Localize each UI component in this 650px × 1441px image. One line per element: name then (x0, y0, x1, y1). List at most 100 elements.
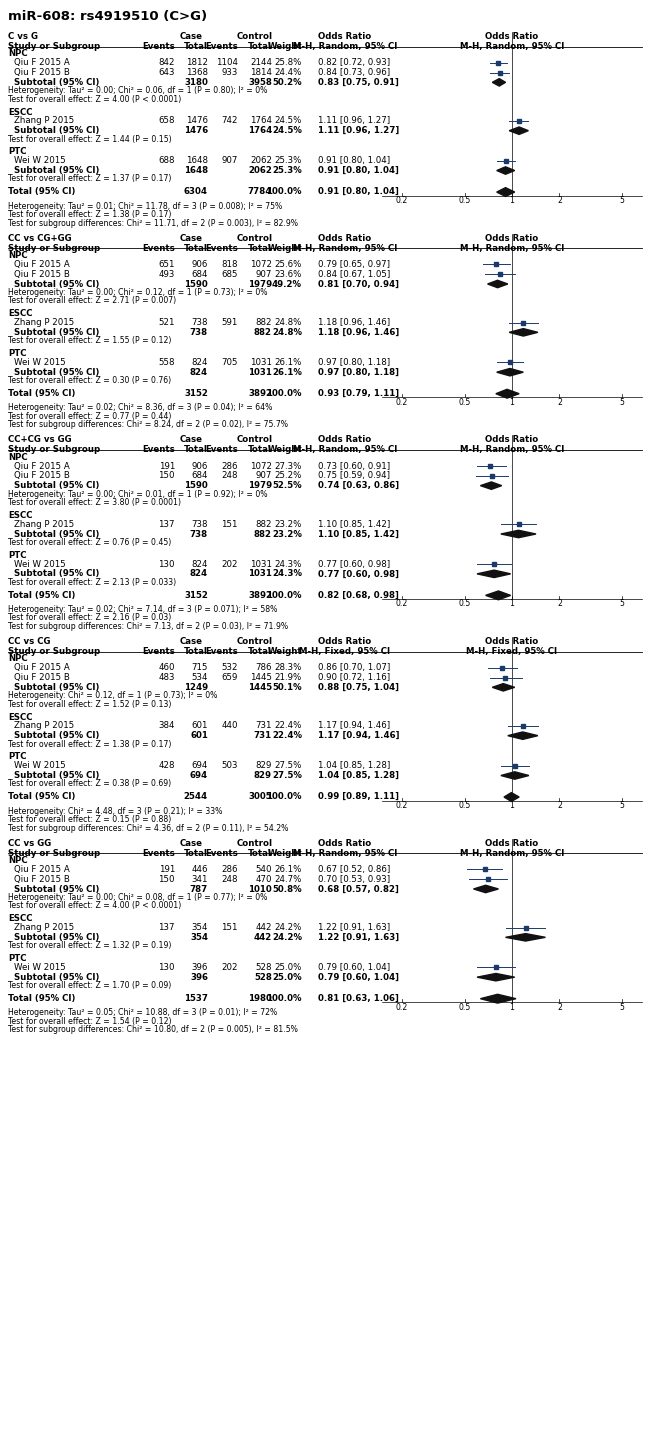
Text: Events: Events (142, 244, 175, 252)
Text: 0.83 [0.75, 0.91]: 0.83 [0.75, 0.91] (318, 78, 399, 86)
Text: 738: 738 (192, 520, 208, 529)
Text: Study or Subgroup: Study or Subgroup (8, 849, 100, 857)
Text: 1: 1 (510, 398, 515, 406)
Polygon shape (496, 389, 519, 398)
Text: 100.0%: 100.0% (266, 389, 302, 398)
Polygon shape (508, 732, 538, 739)
Text: Odds Ratio: Odds Ratio (486, 32, 539, 40)
Text: 1979: 1979 (248, 481, 272, 490)
Text: 1010: 1010 (248, 885, 272, 893)
Text: 532: 532 (222, 663, 238, 673)
Text: 396: 396 (190, 973, 208, 981)
Text: Events: Events (205, 445, 238, 454)
Text: Test for overall effect: Z = 1.70 (P = 0.09): Test for overall effect: Z = 1.70 (P = 0… (8, 981, 171, 990)
Text: 25.6%: 25.6% (274, 259, 302, 269)
Polygon shape (504, 793, 519, 801)
Polygon shape (509, 127, 528, 134)
Text: 27.3%: 27.3% (274, 461, 302, 471)
Text: Total: Total (248, 42, 272, 50)
Text: 742: 742 (222, 117, 238, 125)
Polygon shape (492, 79, 506, 86)
Text: Odds Ratio: Odds Ratio (486, 435, 539, 444)
Text: 0.70 [0.53, 0.93]: 0.70 [0.53, 0.93] (318, 875, 390, 883)
Text: Qiu F 2015 B: Qiu F 2015 B (14, 673, 70, 682)
Text: 25.3%: 25.3% (274, 156, 302, 166)
Text: 24.7%: 24.7% (274, 875, 302, 883)
Text: Total: Total (248, 244, 272, 252)
Text: Weight: Weight (267, 849, 302, 857)
Text: 2: 2 (557, 599, 562, 608)
Text: 24.5%: 24.5% (274, 117, 302, 125)
Text: 0.88 [0.75, 1.04]: 0.88 [0.75, 1.04] (318, 683, 399, 692)
Text: 2544: 2544 (184, 793, 208, 801)
Text: 933: 933 (222, 68, 238, 78)
Text: 5: 5 (619, 196, 625, 205)
Text: 5: 5 (619, 398, 625, 406)
Text: 21.9%: 21.9% (275, 673, 302, 682)
Text: 1764: 1764 (250, 117, 272, 125)
Text: Test for overall effect: Z = 2.13 (P = 0.033): Test for overall effect: Z = 2.13 (P = 0… (8, 578, 176, 586)
Text: 1445: 1445 (248, 683, 272, 692)
Text: 601: 601 (192, 722, 208, 731)
Text: Test for overall effect: Z = 3.80 (P = 0.0001): Test for overall effect: Z = 3.80 (P = 0… (8, 499, 181, 507)
Text: 1031: 1031 (248, 367, 272, 376)
Text: Total: Total (248, 445, 272, 454)
Polygon shape (480, 994, 516, 1003)
Text: 685: 685 (222, 269, 238, 278)
Text: 1590: 1590 (184, 280, 208, 288)
Text: Qiu F 2015 A: Qiu F 2015 A (14, 58, 70, 68)
Text: Heterogeneity: Tau² = 0.01; Chi² = 11.78, df = 3 (P = 0.008); I² = 75%: Heterogeneity: Tau² = 0.01; Chi² = 11.78… (8, 202, 282, 210)
Text: NPC: NPC (8, 452, 27, 461)
Text: 731: 731 (254, 731, 272, 741)
Text: Test for subgroup differences: Chi² = 10.80, df = 2 (P = 0.005), I² = 81.5%: Test for subgroup differences: Chi² = 10… (8, 1025, 298, 1035)
Text: 2: 2 (557, 801, 562, 810)
Text: 1476: 1476 (184, 127, 208, 135)
Text: 715: 715 (192, 663, 208, 673)
Text: Test for overall effect: Z = 1.52 (P = 0.13): Test for overall effect: Z = 1.52 (P = 0… (8, 700, 172, 709)
Text: 0.5: 0.5 (458, 599, 471, 608)
Text: M-H, Fixed, 95% CI: M-H, Fixed, 95% CI (467, 647, 558, 656)
Text: 24.4%: 24.4% (274, 68, 302, 78)
Text: Study or Subgroup: Study or Subgroup (8, 647, 100, 656)
Text: Odds Ratio: Odds Ratio (318, 32, 372, 40)
Text: Case: Case (180, 435, 203, 444)
Text: Qiu F 2015 B: Qiu F 2015 B (14, 68, 70, 78)
Text: 0.2: 0.2 (396, 599, 408, 608)
Text: 1812: 1812 (186, 58, 208, 68)
Text: 1.22 [0.91, 1.63]: 1.22 [0.91, 1.63] (318, 924, 390, 932)
Text: 100.0%: 100.0% (266, 994, 302, 1003)
Text: 2: 2 (557, 398, 562, 406)
Text: Qiu F 2015 B: Qiu F 2015 B (14, 471, 70, 480)
Text: 738: 738 (190, 530, 208, 539)
Text: 3892: 3892 (248, 591, 272, 599)
Text: 0.86 [0.70, 1.07]: 0.86 [0.70, 1.07] (318, 663, 390, 673)
Text: 818: 818 (222, 259, 238, 269)
Text: Total: Total (184, 647, 208, 656)
Text: 688: 688 (159, 156, 175, 166)
Text: 882: 882 (255, 318, 272, 327)
Text: Heterogeneity: Tau² = 0.00; Chi² = 0.12, df = 1 (P = 0.73); I² = 0%: Heterogeneity: Tau² = 0.00; Chi² = 0.12,… (8, 288, 268, 297)
Text: 5: 5 (619, 599, 625, 608)
Text: 0.79 [0.60, 1.04]: 0.79 [0.60, 1.04] (318, 973, 399, 981)
Text: 442: 442 (254, 932, 272, 942)
Text: 23.2%: 23.2% (274, 520, 302, 529)
Text: Total: Total (184, 849, 208, 857)
Text: M-H, Random, 95% CI: M-H, Random, 95% CI (460, 849, 564, 857)
Text: 25.0%: 25.0% (272, 973, 302, 981)
Text: 1.11 [0.96, 1.27]: 1.11 [0.96, 1.27] (318, 117, 390, 125)
Text: 907: 907 (222, 156, 238, 166)
Text: 0.75 [0.59, 0.94]: 0.75 [0.59, 0.94] (318, 471, 390, 480)
Text: 137: 137 (159, 520, 175, 529)
Text: Total: Total (184, 445, 208, 454)
Text: M-H, Random, 95% CI: M-H, Random, 95% CI (292, 849, 397, 857)
Text: 882: 882 (254, 530, 272, 539)
Text: PTC: PTC (8, 954, 27, 963)
Text: 829: 829 (254, 771, 272, 780)
Text: 396: 396 (192, 963, 208, 973)
Text: Subtotal (95% CI): Subtotal (95% CI) (14, 530, 99, 539)
Text: 829: 829 (255, 761, 272, 771)
Text: 130: 130 (159, 963, 175, 973)
Text: 28.3%: 28.3% (274, 663, 302, 673)
Text: Heterogeneity: Tau² = 0.00; Chi² = 0.08, df = 1 (P = 0.77); I² = 0%: Heterogeneity: Tau² = 0.00; Chi² = 0.08,… (8, 893, 267, 902)
Text: Qiu F 2015 A: Qiu F 2015 A (14, 663, 70, 673)
